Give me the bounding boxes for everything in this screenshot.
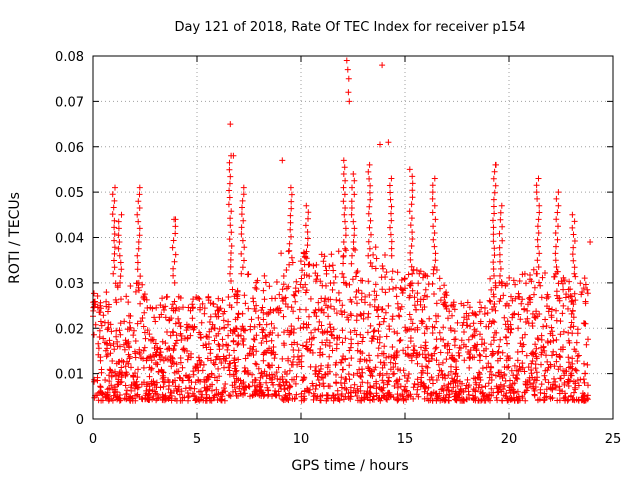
- y-tick-label: 0.02: [55, 322, 84, 337]
- scatter-points-p154: [90, 57, 594, 404]
- x-tick-label: 0: [89, 432, 97, 447]
- y-tick-label: 0.06: [55, 141, 84, 156]
- y-axis-label: ROTI / TECUs: [7, 192, 23, 284]
- x-tick-label: 20: [501, 432, 518, 447]
- x-tick-label: 15: [397, 432, 414, 447]
- y-tick-label: 0.08: [55, 50, 84, 65]
- x-tick-label: 5: [193, 432, 201, 447]
- data-points-series-p154: [90, 57, 594, 404]
- y-tick-label: 0: [76, 413, 84, 428]
- axis-ticks: [92, 55, 614, 420]
- x-tick-label: 10: [293, 432, 310, 447]
- axis-tick-labels: 0 5 10 15 20 25 0 0.01 0.02 0.03 0.04 0.05 0.06 0.07 0…: [55, 50, 621, 447]
- x-tick-label: 25: [605, 432, 622, 447]
- y-tick-label: 0.04: [55, 232, 84, 247]
- y-tick-label: 0.05: [55, 186, 84, 201]
- y-tick-label: 0.01: [55, 368, 84, 383]
- chart-title: Day 121 of 2018, Rate Of TEC Index for r…: [175, 20, 526, 35]
- y-tick-label: 0.03: [55, 277, 84, 292]
- x-axis-label: GPS time / hours: [291, 458, 408, 474]
- y-tick-label: 0.07: [55, 95, 84, 110]
- grid-lines: [93, 56, 613, 419]
